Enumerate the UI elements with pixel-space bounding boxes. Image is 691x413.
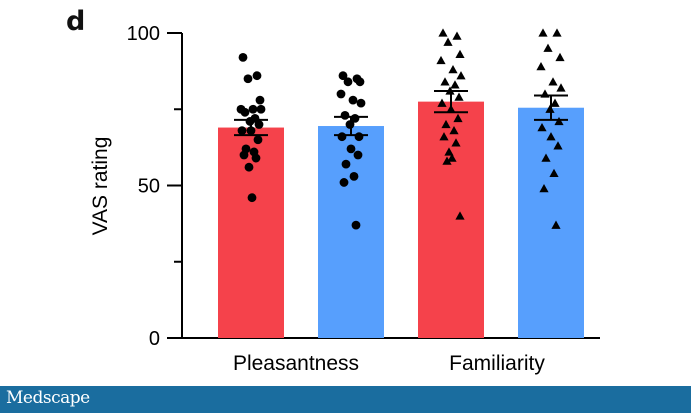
data-point — [454, 92, 464, 101]
data-point — [436, 55, 446, 65]
bar — [418, 101, 484, 338]
data-point — [253, 135, 263, 145]
data-point — [349, 171, 359, 181]
data-point — [455, 211, 465, 220]
data-point — [348, 95, 358, 105]
error-bars — [234, 89, 568, 137]
data-point — [237, 126, 247, 135]
data-point — [552, 28, 562, 37]
data-point — [541, 153, 551, 162]
data-point — [548, 77, 558, 86]
data-point — [247, 193, 257, 203]
data-point — [243, 74, 253, 84]
data-point — [453, 113, 463, 123]
data-point — [437, 98, 447, 107]
data-point — [539, 183, 549, 193]
data-point — [441, 119, 451, 129]
data-point — [438, 28, 448, 37]
data-point — [252, 71, 262, 81]
data-point — [555, 52, 565, 62]
x-category-label: Familiarity — [449, 352, 545, 375]
data-point — [442, 156, 452, 165]
data-point — [338, 71, 348, 81]
data-point — [551, 220, 561, 229]
data-point — [341, 159, 351, 169]
brand-logo: Medscape — [6, 388, 90, 408]
data-point — [238, 53, 248, 62]
data-point — [346, 144, 356, 154]
data-point — [240, 107, 250, 117]
data-point — [239, 150, 249, 160]
data-point — [449, 126, 459, 135]
data-point — [343, 77, 353, 87]
data-point — [554, 116, 564, 126]
data-point — [256, 104, 266, 114]
data-point — [553, 141, 563, 150]
data-point — [354, 132, 364, 142]
data-point — [546, 132, 556, 141]
data-point — [450, 80, 460, 89]
data-point — [452, 31, 462, 40]
y-tick-label: 50 — [138, 176, 160, 198]
bar — [218, 127, 284, 338]
data-point — [451, 138, 461, 147]
bars — [218, 101, 584, 339]
panel-letter: d — [66, 6, 86, 37]
y-axis-label: VAS rating — [89, 137, 112, 236]
data-point — [537, 122, 547, 132]
data-point — [440, 77, 450, 86]
data-point — [549, 168, 559, 177]
bar-chart: 0 50 100 VAS rating Pleasantness Familiarity — [89, 23, 600, 375]
data-points — [236, 28, 566, 230]
bar — [518, 107, 584, 338]
data-point — [456, 71, 466, 80]
bar — [318, 126, 384, 339]
axis-labels: 0 50 100 VAS rating Pleasantness Familiarity — [89, 23, 545, 375]
data-point — [538, 28, 548, 37]
data-point — [246, 126, 256, 135]
data-point — [444, 147, 454, 156]
data-point — [543, 43, 553, 52]
data-point — [337, 132, 347, 142]
data-point — [536, 61, 546, 71]
data-point — [345, 120, 355, 129]
data-point — [339, 178, 349, 187]
data-point — [340, 110, 350, 120]
data-point — [448, 65, 458, 74]
data-point — [446, 104, 456, 113]
footer-bar: Medscape — [0, 386, 691, 413]
data-point — [439, 132, 449, 141]
data-point — [245, 117, 255, 126]
x-category-label: Pleasantness — [233, 352, 359, 375]
data-point — [351, 220, 361, 230]
data-point — [443, 37, 453, 46]
data-point — [355, 77, 365, 87]
data-point — [356, 98, 366, 108]
data-point — [255, 95, 265, 105]
data-point — [254, 120, 264, 129]
y-tick-label: 100 — [127, 23, 160, 45]
data-point — [251, 153, 261, 163]
data-point — [244, 162, 254, 172]
data-point — [350, 114, 360, 123]
data-point — [248, 104, 258, 114]
data-point — [445, 86, 455, 95]
data-point — [336, 89, 346, 99]
data-point — [545, 104, 555, 113]
data-point — [455, 49, 465, 59]
data-point — [353, 150, 363, 160]
data-point — [540, 89, 550, 98]
data-point — [447, 153, 457, 162]
data-point — [550, 98, 560, 107]
y-tick-label: 0 — [149, 328, 160, 350]
data-point — [556, 83, 566, 92]
